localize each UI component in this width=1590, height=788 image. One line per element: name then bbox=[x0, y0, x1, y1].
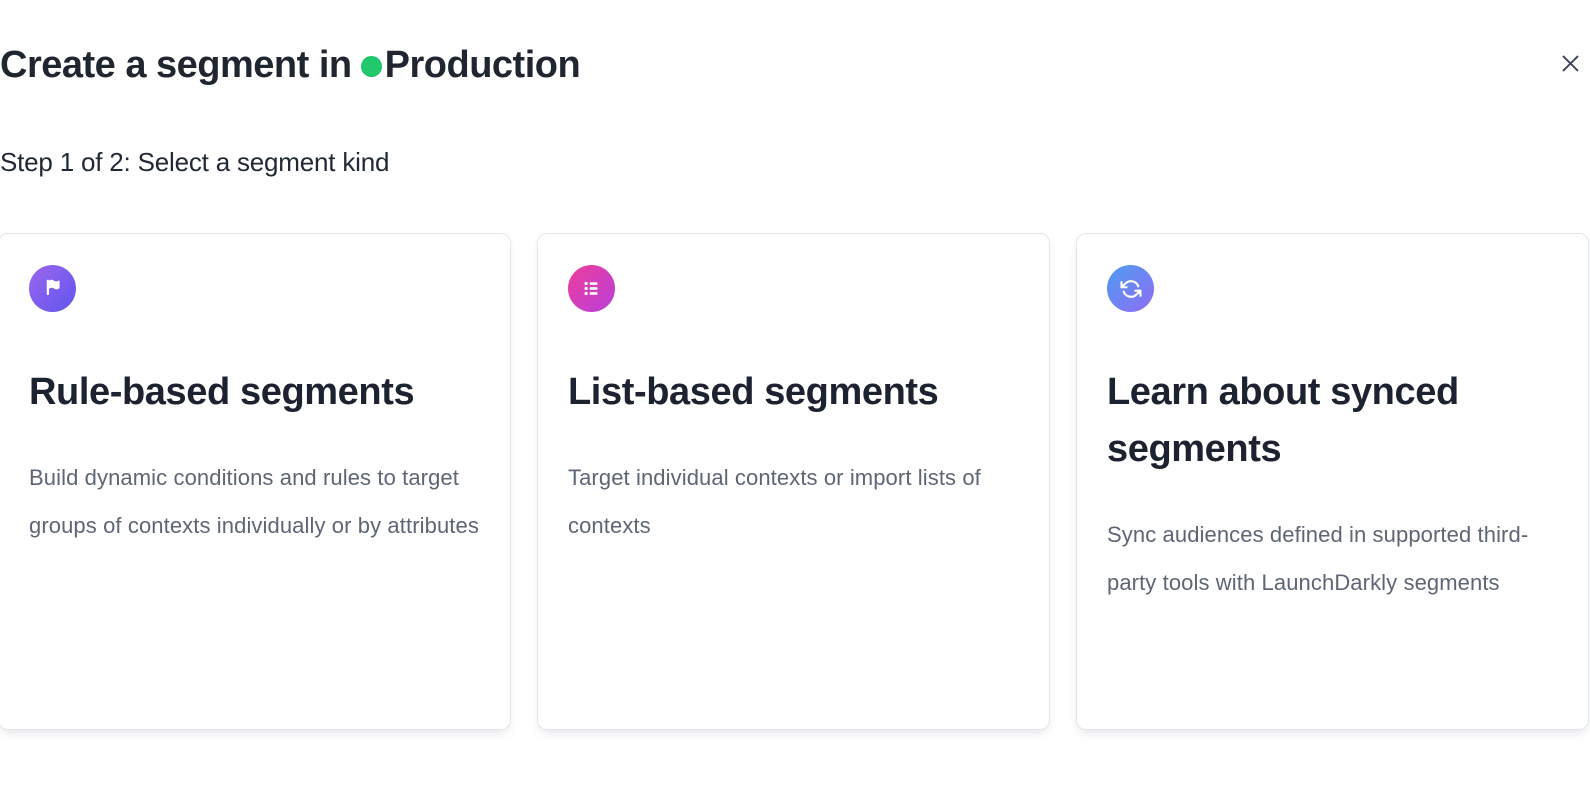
card-title: List-based segments bbox=[568, 364, 1019, 421]
environment-status-dot bbox=[361, 56, 382, 77]
flag-icon bbox=[29, 265, 76, 312]
card-title: Learn about synced segments bbox=[1107, 364, 1558, 478]
step-indicator: Step 1 of 2: Select a segment kind bbox=[0, 146, 389, 178]
close-icon bbox=[1557, 50, 1584, 77]
modal-header: Create a segment in Production bbox=[0, 42, 1590, 88]
card-description: Build dynamic conditions and rules to ta… bbox=[29, 454, 480, 549]
segment-kind-options: Rule-based segments Build dynamic condit… bbox=[0, 233, 1589, 730]
card-title: Rule-based segments bbox=[29, 364, 480, 421]
sync-icon bbox=[1107, 265, 1154, 312]
modal-title: Create a segment in Production bbox=[0, 42, 1590, 88]
card-description: Sync audiences defined in supported thir… bbox=[1107, 511, 1558, 606]
close-button[interactable] bbox=[1552, 45, 1588, 81]
card-description: Target individual contexts or import lis… bbox=[568, 454, 1019, 549]
modal-title-text: Create a segment in bbox=[0, 42, 352, 88]
list-icon bbox=[568, 265, 615, 312]
card-learn-about-synced-segments[interactable]: Learn about synced segments Sync audienc… bbox=[1076, 233, 1589, 730]
environment-name: Production bbox=[385, 42, 581, 88]
card-list-based-segments[interactable]: List-based segments Target individual co… bbox=[537, 233, 1050, 730]
card-rule-based-segments[interactable]: Rule-based segments Build dynamic condit… bbox=[0, 233, 511, 730]
